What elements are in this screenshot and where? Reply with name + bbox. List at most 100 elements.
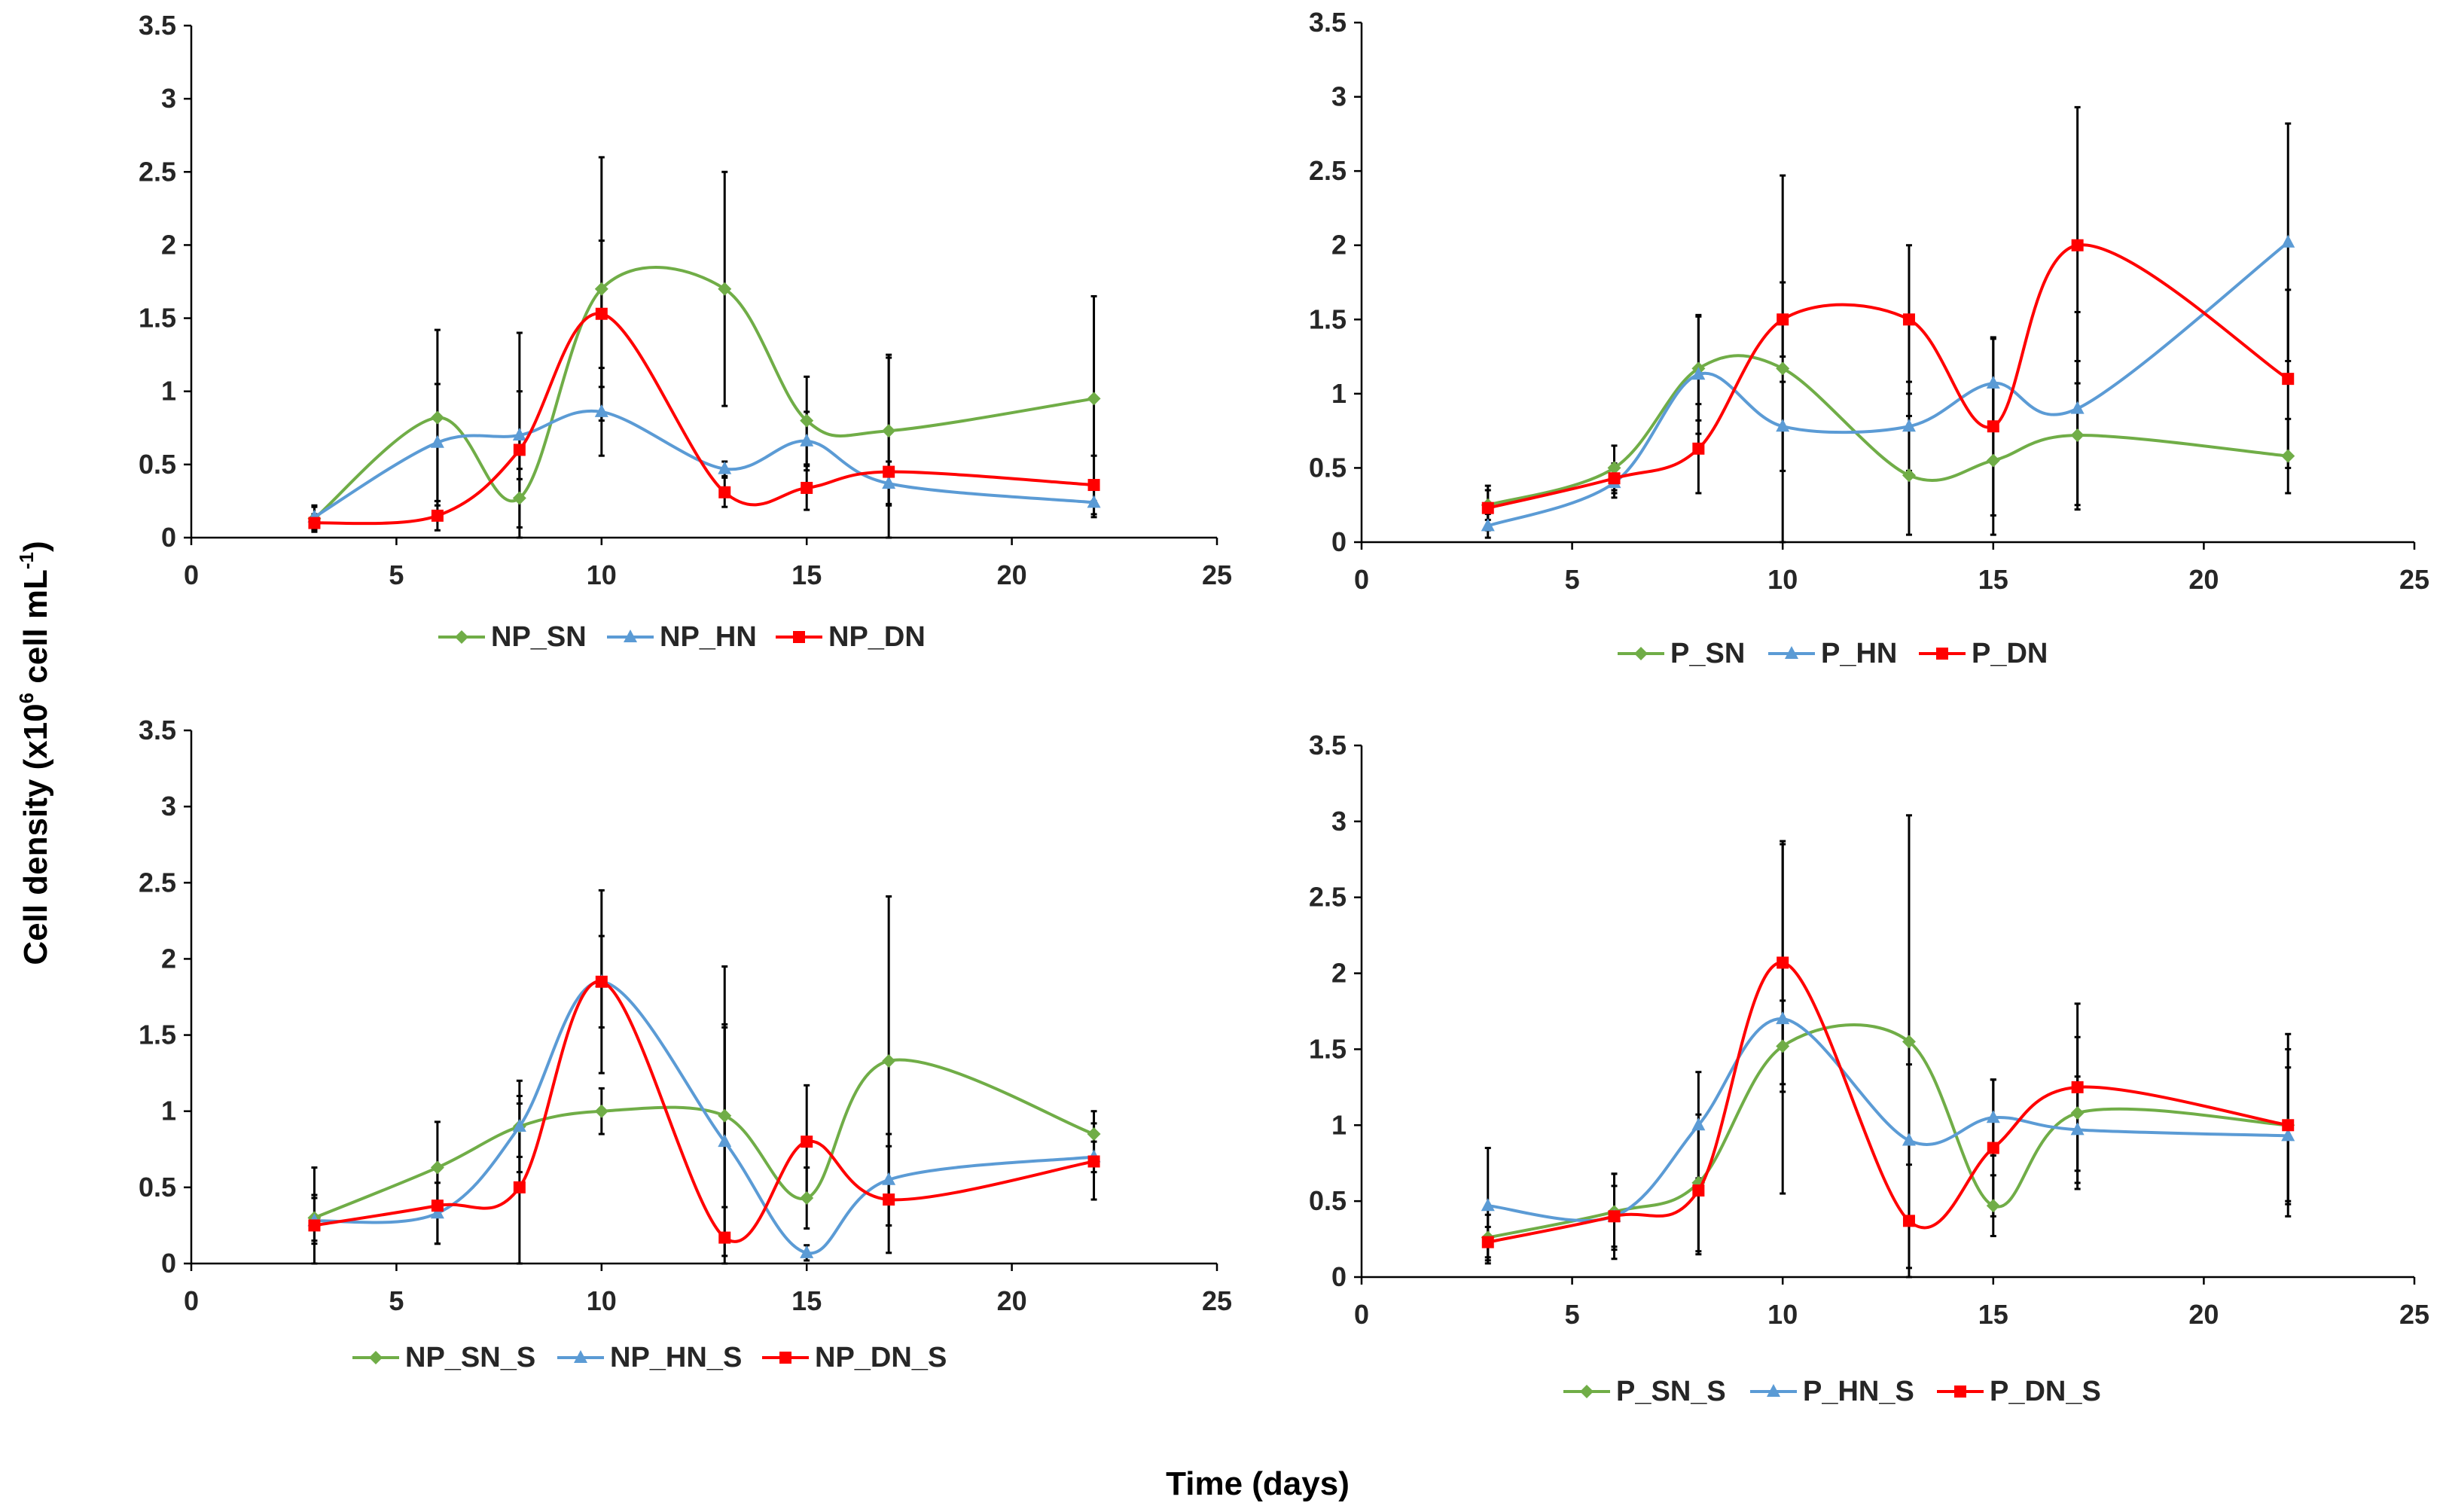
data-point [2281, 1128, 2295, 1142]
x-tick-label: 20 [997, 1285, 1027, 1316]
x-tick-label: 20 [997, 559, 1027, 590]
y-axis-title-end: ) [17, 541, 54, 552]
legend-label-P_HN: P_HN [1821, 638, 1897, 669]
data-point [513, 444, 526, 456]
data-point [800, 433, 814, 447]
legend-label-P_SN_S: P_SN_S [1616, 1376, 1726, 1407]
x-tick-label: 10 [1767, 564, 1798, 595]
x-tick-label: 0 [1354, 564, 1369, 595]
y-tick-label: 1.5 [139, 1020, 176, 1050]
legend-marker [1954, 1385, 1966, 1398]
legend-marker [793, 631, 805, 643]
legend-label-NP_HN: NP_HN [660, 621, 757, 653]
y-axis-title: Cell density (x106 cell mL-1) [15, 541, 54, 965]
y-axis-title-mid: cell mL [17, 569, 54, 693]
data-point [718, 1108, 732, 1123]
legend: P_SN P_HN P_DN [1618, 638, 2048, 669]
y-tick-label: 2.5 [1309, 882, 1347, 913]
y-tick-label: 1 [1331, 378, 1347, 409]
data-point [431, 1200, 444, 1212]
legend-marker [1634, 647, 1648, 660]
x-tick-label: 5 [1565, 1299, 1580, 1330]
series-line-P_HN [1487, 241, 2289, 528]
y-tick-label: 3.5 [1309, 7, 1347, 38]
y-tick-label: 0.5 [139, 1172, 176, 1203]
series-line-P_SN_S [1487, 1023, 2289, 1239]
y-tick-label: 1 [1331, 1109, 1347, 1140]
series-line-NP_SN [313, 266, 1094, 520]
data-point [1087, 392, 1101, 406]
data-point [1986, 1199, 2000, 1213]
x-tick-label: 5 [389, 559, 404, 590]
legend: P_SN_S P_HN_S P_DN_S [1563, 1376, 2101, 1407]
x-tick-label: 0 [1354, 1299, 1369, 1330]
data-point [513, 1181, 526, 1193]
data-point [1902, 419, 1916, 432]
data-point [512, 1118, 526, 1132]
y-tick-label: 2.5 [1309, 155, 1347, 186]
data-point [1986, 376, 2000, 389]
legend-marker [1767, 1384, 1780, 1397]
series-line-NP_DN_S [314, 980, 1094, 1243]
data-point [1902, 1035, 1916, 1049]
y-axis-title-sup1: 6 [15, 693, 38, 703]
y-tick-label: 1.5 [139, 303, 176, 334]
x-tick-label: 20 [2188, 1299, 2219, 1330]
x-axis-title: Time (days) [1166, 1465, 1350, 1502]
data-point [430, 434, 444, 448]
data-point [594, 1104, 608, 1118]
data-point [2282, 1119, 2295, 1132]
legend-marker [455, 630, 468, 644]
x-tick-label: 25 [1202, 1285, 1232, 1316]
data-point [1087, 495, 1101, 508]
data-point [800, 413, 814, 428]
data-point [1692, 442, 1705, 455]
data-point [1986, 453, 2000, 468]
y-tick-label: 3 [161, 83, 176, 114]
data-point [430, 1206, 444, 1219]
y-tick-label: 2 [161, 229, 176, 260]
data-point [1902, 313, 1915, 326]
data-point [1776, 1039, 1790, 1053]
data-point [1481, 1236, 1494, 1248]
legend-marker [1580, 1385, 1594, 1398]
legend-label-NP_SN_S: NP_SN_S [405, 1342, 535, 1373]
data-point [594, 404, 608, 417]
legend-label-P_HN_S: P_HN_S [1803, 1376, 1914, 1407]
legend-label-P_SN: P_SN [1670, 638, 1745, 669]
data-point [1987, 420, 1999, 433]
data-point [430, 1160, 444, 1175]
x-tick-label: 20 [2188, 564, 2219, 595]
y-tick-label: 3 [1331, 806, 1347, 837]
data-point [801, 481, 813, 494]
data-point [2070, 428, 2085, 443]
legend: NP_SN_S NP_HN_S NP_DN_S [352, 1342, 947, 1373]
data-point [2071, 1081, 2084, 1093]
data-point [1776, 419, 1790, 432]
data-point [1777, 313, 1789, 326]
series-line-P_DN_S [1487, 961, 2289, 1244]
y-axis-title-main: Cell density (x10 [17, 703, 54, 965]
x-tick-label: 15 [791, 559, 822, 590]
legend-marker [369, 1351, 383, 1364]
x-tick-label: 5 [389, 1285, 404, 1316]
data-point [1481, 1198, 1495, 1212]
y-tick-label: 2.5 [139, 156, 176, 187]
y-tick-label: 0.5 [1309, 1185, 1347, 1216]
data-point [718, 1134, 732, 1148]
panel-np: 0 5 10 15 20 25 0 0.5 1 1.5 2 2.5 3 3.5 NP_SN NP_HN NP_D… [139, 10, 1232, 653]
y-tick-label: 1 [161, 376, 176, 407]
legend-label-NP_DN: NP_DN [828, 621, 926, 653]
data-point [1087, 479, 1100, 492]
data-point [801, 1136, 813, 1148]
x-tick-label: 25 [2399, 1299, 2429, 1330]
data-point [1087, 1155, 1100, 1168]
data-point [594, 282, 608, 296]
data-point [1987, 1142, 1999, 1154]
data-point [595, 307, 608, 320]
y-tick-label: 3 [1331, 81, 1347, 112]
legend: NP_SN NP_HN NP_DN [438, 621, 926, 653]
x-tick-label: 25 [1202, 559, 1232, 590]
